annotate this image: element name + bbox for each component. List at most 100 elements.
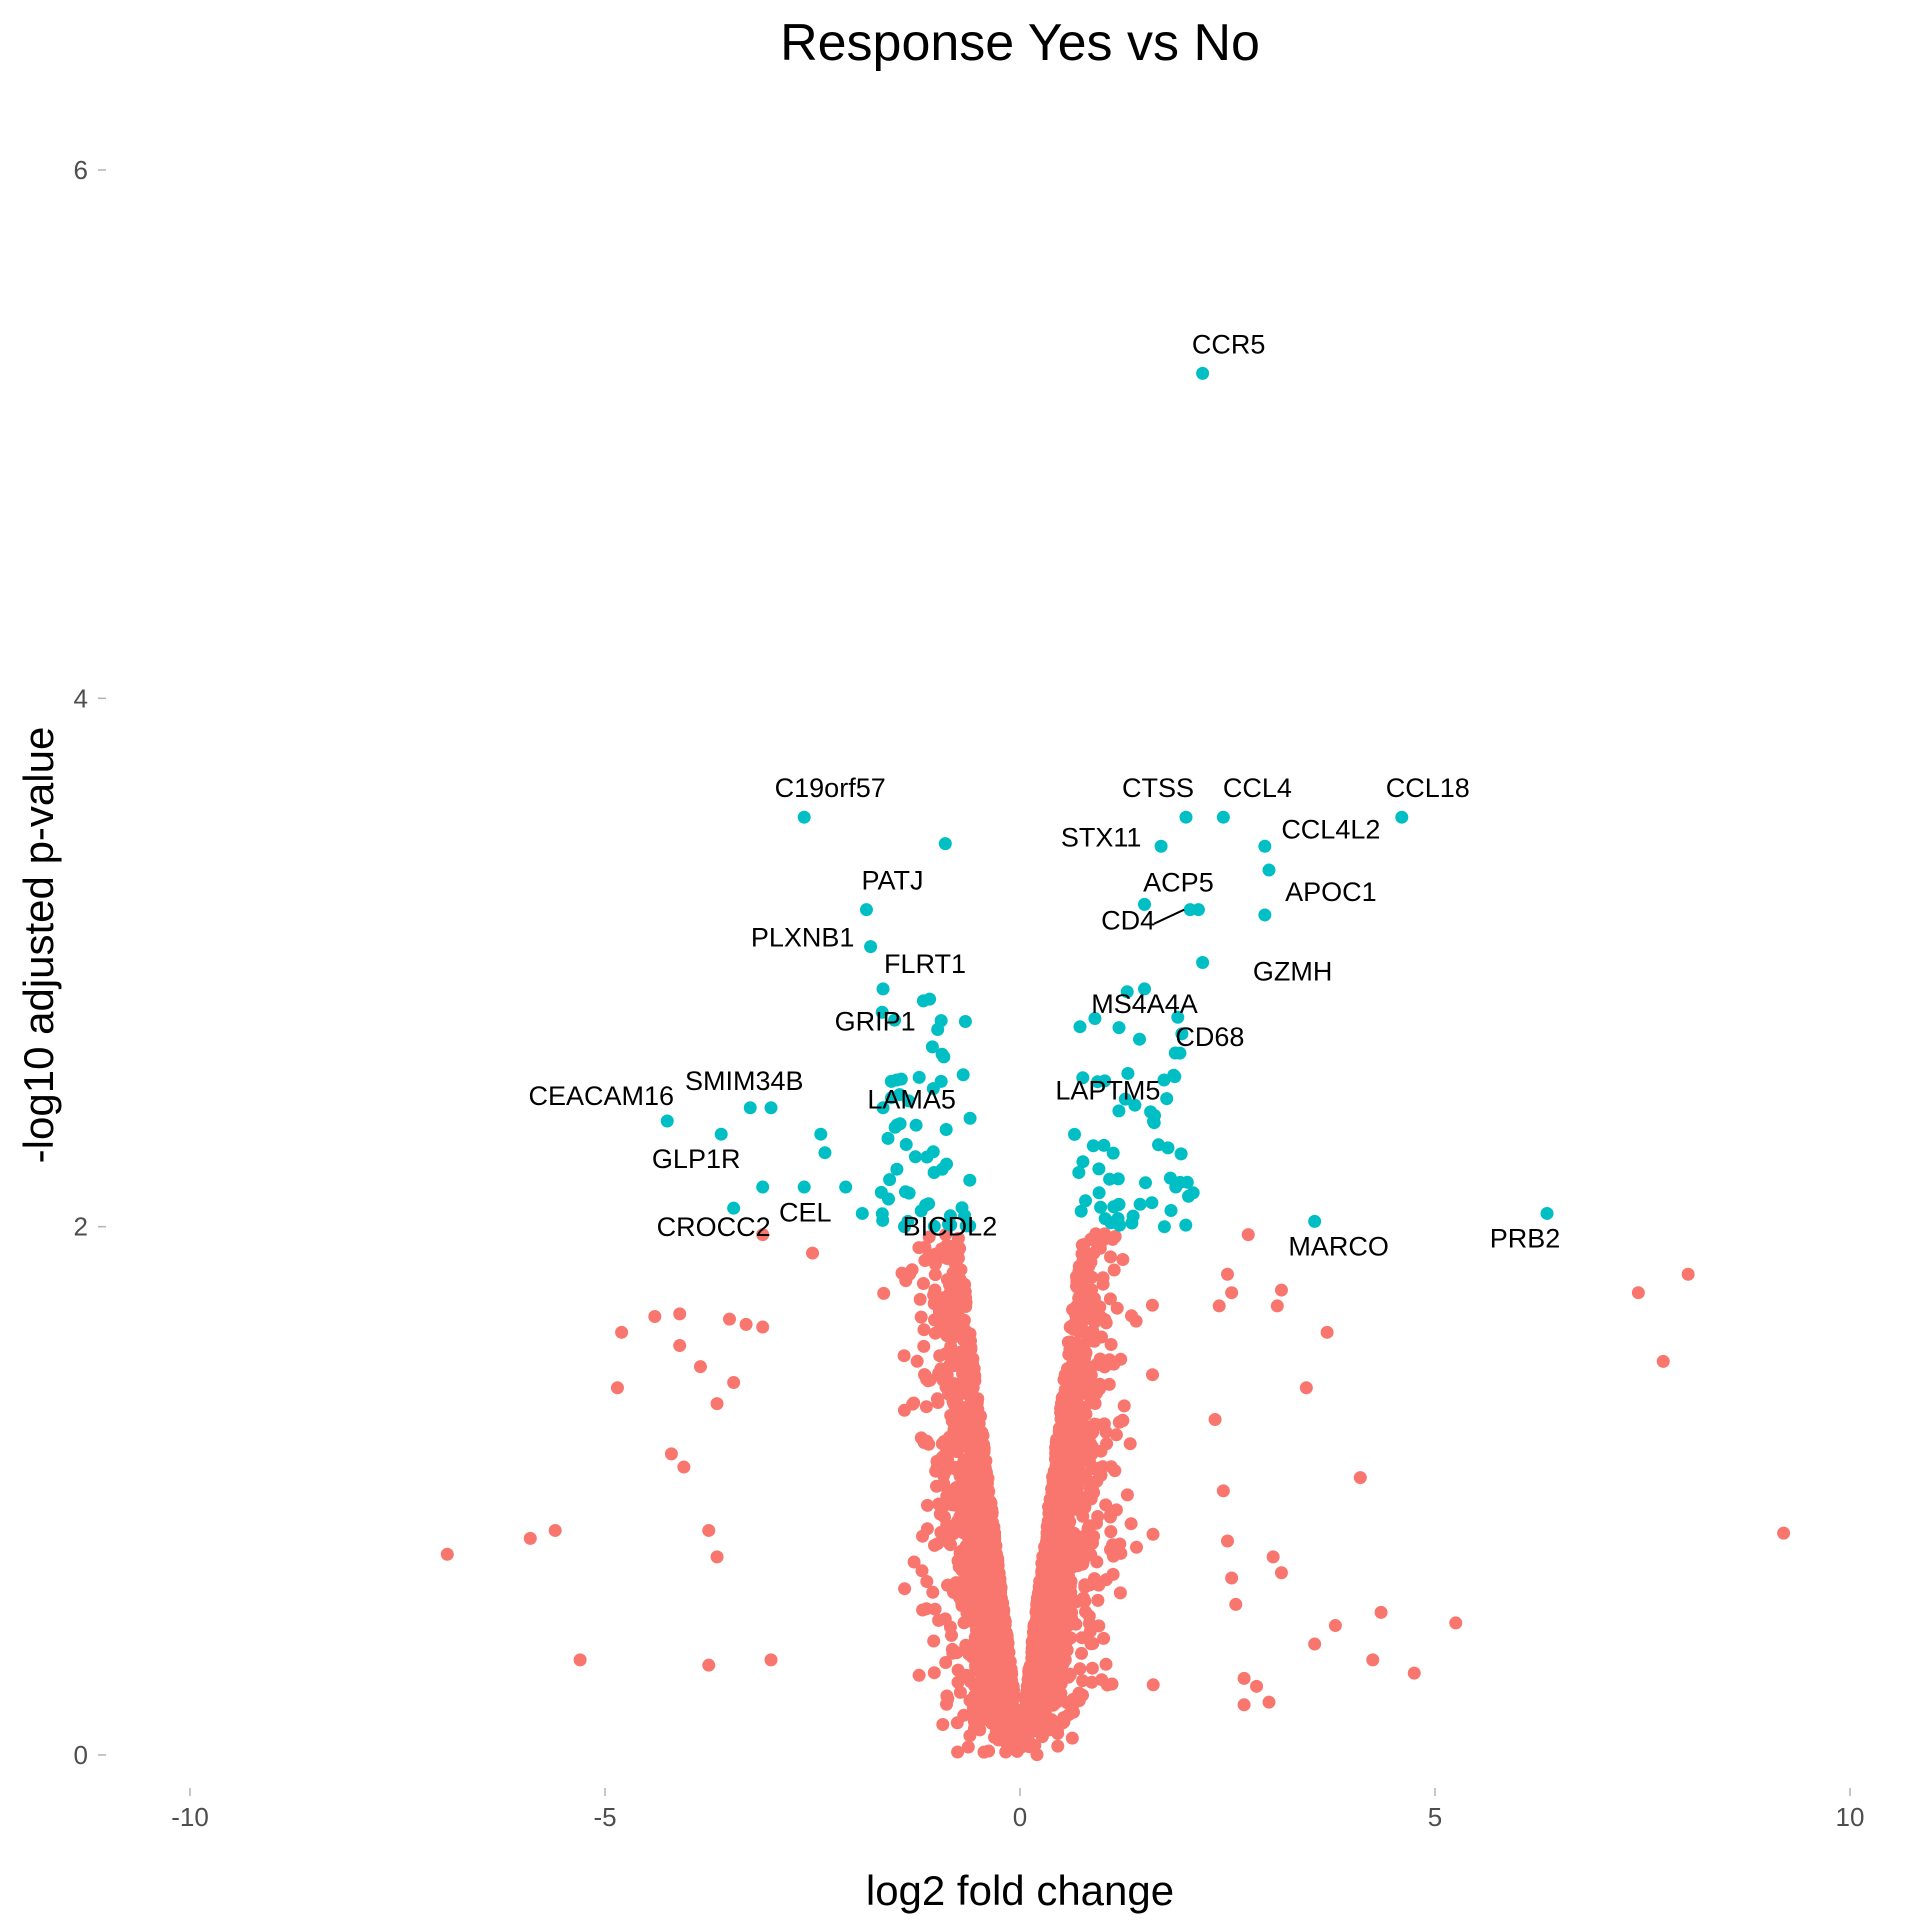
- data-point: [950, 1392, 964, 1405]
- data-point: [1072, 1440, 1086, 1454]
- outlier-point-29: [756, 1320, 770, 1334]
- data-point: [927, 1634, 941, 1648]
- data-point: [917, 1323, 931, 1337]
- data-point: [981, 1511, 995, 1525]
- data-point: [913, 1292, 927, 1306]
- data-point: [912, 1241, 926, 1255]
- data-point: [1168, 1070, 1182, 1084]
- data-point: [1022, 1707, 1036, 1721]
- data-point: [1069, 1463, 1083, 1477]
- data-point: [960, 1338, 974, 1351]
- data-point: [974, 1635, 988, 1649]
- data-point: [1084, 1255, 1098, 1269]
- outlier-point-36: [1777, 1526, 1791, 1540]
- labeled-points: [660, 366, 1554, 1228]
- data-point: [930, 1454, 944, 1468]
- data-point: [1074, 1204, 1088, 1218]
- data-point: [1065, 1731, 1079, 1745]
- data-point: [1067, 1364, 1081, 1378]
- data-point: [1075, 1423, 1089, 1437]
- data-point: [928, 1538, 941, 1552]
- data-point: [1059, 1455, 1073, 1469]
- point-glp1r: [714, 1127, 728, 1141]
- data-point: [987, 1572, 1001, 1586]
- data-point: [1078, 1307, 1092, 1321]
- data-point: [935, 1162, 949, 1176]
- data-point: [1050, 1658, 1064, 1672]
- data-point: [1060, 1531, 1074, 1545]
- outlier-point-56: [1221, 1534, 1234, 1548]
- point-lama5: [893, 1088, 907, 1102]
- data-point: [1057, 1596, 1071, 1609]
- data-point: [1099, 1498, 1113, 1512]
- gene-label-glp1r: GLP1R: [652, 1144, 741, 1174]
- data-point: [1067, 1500, 1081, 1514]
- outlier-point-10: [1262, 863, 1276, 877]
- data-point: [1076, 1071, 1090, 1085]
- data-point: [1113, 1586, 1127, 1600]
- data-point: [1098, 1074, 1112, 1088]
- data-point: [928, 1268, 942, 1282]
- data-point: [1097, 1417, 1111, 1431]
- outlier-point-2: [814, 1127, 828, 1141]
- point-bicdl2: [901, 1214, 915, 1228]
- data-point: [1075, 1646, 1088, 1660]
- data-point: [1068, 1127, 1081, 1141]
- data-point: [1055, 1391, 1069, 1405]
- data-point: [883, 1173, 897, 1187]
- data-point: [986, 1521, 1000, 1535]
- data-point: [1076, 1674, 1090, 1688]
- outlier-point-12: [440, 1547, 454, 1561]
- outlier-point-7: [876, 1101, 890, 1115]
- outlier-point-8: [884, 1074, 898, 1088]
- data-point: [1096, 1277, 1110, 1291]
- data-point: [938, 1510, 951, 1524]
- data-point: [957, 1708, 971, 1722]
- outlier-point-63: [756, 1228, 770, 1242]
- data-point: [958, 1209, 972, 1223]
- data-point: [1083, 1331, 1097, 1344]
- data-point: [1104, 1338, 1118, 1351]
- data-point: [939, 1447, 953, 1461]
- data-point: [941, 1578, 954, 1592]
- data-point: [920, 1150, 934, 1164]
- data-point: [1051, 1739, 1065, 1753]
- data-point: [1145, 1298, 1159, 1312]
- gene-label-crocc2: CROCC2: [657, 1212, 771, 1242]
- gene-label-apoc1: APOC1: [1285, 877, 1377, 907]
- data-point: [1179, 1218, 1193, 1232]
- data-point: [1094, 1200, 1108, 1214]
- data-point: [951, 1745, 965, 1759]
- outlier-point-34: [1681, 1267, 1695, 1281]
- outlier-point-45: [1308, 1637, 1322, 1651]
- data-point: [1109, 1428, 1123, 1442]
- outlier-point-54: [1237, 1698, 1251, 1712]
- data-point: [1092, 1186, 1106, 1200]
- outlier-point-0: [938, 837, 952, 851]
- data-point: [989, 1539, 1003, 1553]
- data-point: [920, 1522, 934, 1536]
- outlier-point-43: [1274, 1566, 1288, 1580]
- data-point: [1069, 1491, 1083, 1505]
- data-point: [1164, 1204, 1178, 1217]
- chart-title: Response Yes vs No: [780, 14, 1260, 72]
- data-point: [1066, 1558, 1080, 1572]
- data-point: [910, 1354, 924, 1368]
- data-point: [1036, 1673, 1050, 1687]
- data-point: [939, 1123, 953, 1136]
- point-apoc1: [1258, 908, 1272, 922]
- data-point: [1052, 1421, 1066, 1435]
- gene-label-marco: MARCO: [1288, 1231, 1389, 1261]
- data-point: [1124, 1517, 1138, 1531]
- data-point: [890, 1162, 904, 1176]
- outlier-point-21: [673, 1339, 687, 1353]
- outlier-point-39: [1299, 1381, 1313, 1395]
- data-point: [1104, 1525, 1118, 1539]
- outlier-point-48: [1407, 1666, 1421, 1680]
- x-tick-label-3: 5: [1428, 1802, 1442, 1832]
- data-point: [975, 1603, 989, 1617]
- data-point: [932, 1497, 946, 1511]
- data-point: [1113, 1537, 1127, 1551]
- gene-label-lama5: LAMA5: [867, 1085, 956, 1115]
- outlier-point-9: [934, 1074, 948, 1088]
